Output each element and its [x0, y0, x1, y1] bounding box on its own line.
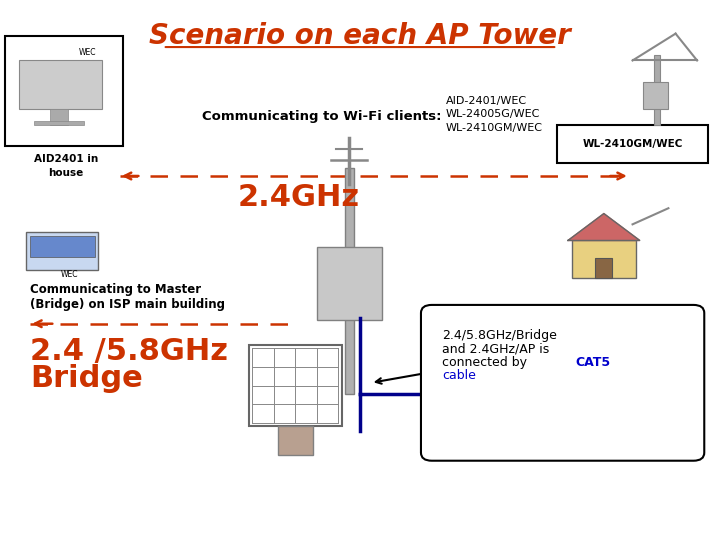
Text: Scenario on each AP Tower: Scenario on each AP Tower — [149, 22, 571, 50]
Text: Bridge: Bridge — [30, 364, 143, 393]
Bar — [572, 240, 636, 278]
Bar — [345, 168, 354, 394]
FancyBboxPatch shape — [421, 305, 704, 461]
Text: WL-24005G/WEC: WL-24005G/WEC — [446, 109, 541, 119]
Text: AID2401 in: AID2401 in — [34, 154, 98, 165]
Bar — [643, 82, 668, 109]
Text: connected by: connected by — [443, 356, 531, 369]
Text: house: house — [48, 168, 84, 178]
Bar — [19, 60, 102, 109]
Polygon shape — [568, 214, 639, 240]
Bar — [30, 236, 94, 256]
Text: WEC: WEC — [60, 270, 78, 279]
Text: Communicating to Master: Communicating to Master — [30, 284, 201, 296]
FancyBboxPatch shape — [5, 36, 123, 146]
FancyBboxPatch shape — [557, 125, 708, 163]
Text: cable: cable — [443, 369, 477, 382]
Text: Communicating to Wi-Fi clients:: Communicating to Wi-Fi clients: — [202, 110, 441, 124]
Text: 2.4 /5.8GHz: 2.4 /5.8GHz — [30, 337, 228, 366]
Bar — [277, 426, 313, 455]
Text: 2.4GHz: 2.4GHz — [238, 183, 360, 212]
Bar — [654, 55, 660, 125]
Text: 2.4/5.8GHz/Bridge: 2.4/5.8GHz/Bridge — [443, 329, 557, 342]
FancyBboxPatch shape — [317, 247, 382, 320]
Bar — [595, 258, 613, 278]
Text: WEC: WEC — [78, 48, 96, 57]
Bar — [27, 232, 98, 270]
Text: AID-2401/WEC: AID-2401/WEC — [446, 96, 527, 106]
Text: and 2.4GHz/AP is: and 2.4GHz/AP is — [443, 342, 550, 355]
Text: WL-2410GM/WEC: WL-2410GM/WEC — [582, 139, 683, 148]
Bar — [50, 109, 68, 125]
Text: (Bridge) on ISP main building: (Bridge) on ISP main building — [30, 298, 225, 311]
Text: CAT5: CAT5 — [575, 356, 611, 369]
Bar — [34, 120, 84, 125]
Text: WL-2410GM/WEC: WL-2410GM/WEC — [446, 123, 543, 133]
Bar — [249, 345, 342, 426]
